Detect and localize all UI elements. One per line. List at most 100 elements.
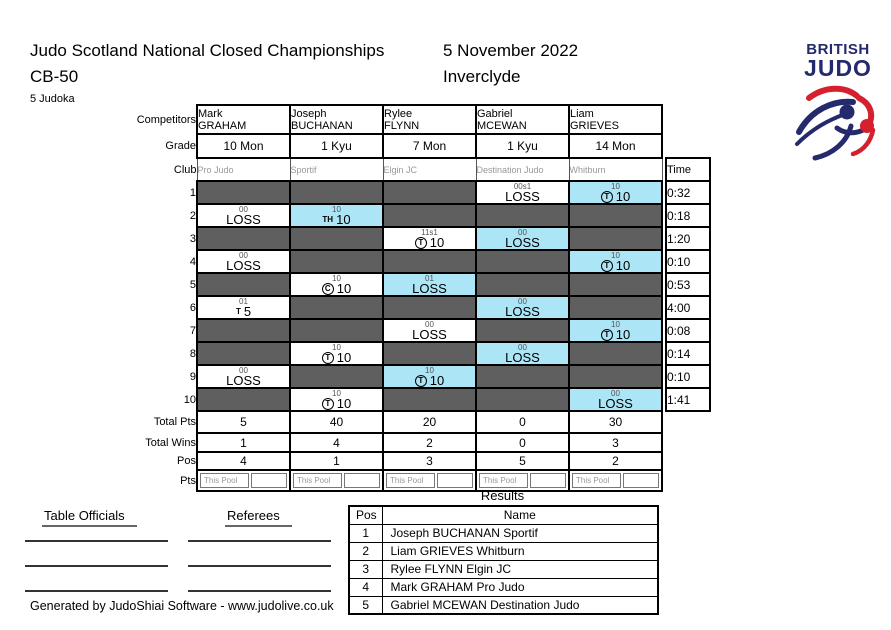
- cell-result: TH 10: [292, 213, 381, 225]
- total-wins-cell: 3: [568, 432, 663, 453]
- signature-line: [188, 590, 331, 592]
- match-cell: 00 LOSS: [475, 226, 570, 251]
- technique-symbol: T: [600, 329, 613, 340]
- scoreboard-score: [478, 367, 567, 375]
- scoreboard-score: 11s1: [421, 228, 438, 237]
- results-row: 2 Liam GRIEVES Whitburn: [348, 541, 659, 561]
- scoreboard-score: 01: [425, 274, 434, 283]
- scoreboard-score: 10: [611, 251, 620, 260]
- match-cell: 01 T 5: [196, 295, 291, 320]
- pts-value-box: [530, 473, 566, 488]
- technique-symbol: C: [321, 283, 334, 294]
- match-cell: [289, 226, 384, 251]
- signature-line: [25, 590, 168, 592]
- total-pts-cell: 30: [568, 410, 663, 434]
- technique-symbol: T: [321, 398, 334, 409]
- signature-line: [25, 565, 168, 567]
- position-cell: 2: [568, 451, 663, 471]
- results-title: Results: [480, 488, 525, 503]
- match-number: 6: [189, 301, 196, 314]
- row-label-pos: Pos: [177, 455, 196, 467]
- results-name: Mark GRAHAM Pro Judo: [381, 577, 659, 597]
- scoreboard-score: 00: [518, 297, 527, 306]
- total-pts-row: Total Pts 5 40 20 0 30: [130, 410, 710, 434]
- total-wins-cell: 2: [382, 432, 477, 453]
- competitor-name-cell: Joseph BUCHANAN: [289, 104, 384, 135]
- pts-cell: This Pool: [289, 469, 384, 492]
- generator-credit: Generated by JudoShiai Software - www.ju…: [30, 599, 334, 613]
- results-row: 5 Gabriel MCEWAN Destination Judo: [348, 595, 659, 615]
- signature-line: [25, 540, 168, 542]
- scoreboard-score: [292, 229, 381, 237]
- competitor-name-cell: Mark GRAHAM: [196, 104, 291, 135]
- scoreboard-score: [385, 390, 474, 398]
- competitor-name-cell: Gabriel MCEWAN: [475, 104, 570, 135]
- match-time: 0:10: [665, 249, 711, 274]
- scoreboard-score: 00s1: [513, 182, 532, 191]
- this-pool-box: This Pool: [386, 473, 435, 488]
- table-officials-heading: Table Officials: [42, 508, 137, 527]
- competitor-last-name: GRAHAM: [198, 119, 247, 132]
- grade-cell: 7 Mon: [382, 133, 477, 159]
- cell-result: T 10: [571, 328, 660, 340]
- cell-result: [478, 329, 567, 340]
- technique-symbol: T: [414, 237, 427, 248]
- competitor-last-name: BUCHANAN: [291, 119, 353, 132]
- match-cell: 10 C 10: [289, 272, 384, 297]
- match-number: 3: [189, 232, 196, 245]
- match-time: 1:20: [665, 226, 711, 251]
- cell-result: [571, 283, 660, 294]
- total-wins-cell: 4: [289, 432, 384, 453]
- results-name: Gabriel MCEWAN Destination Judo: [381, 595, 659, 615]
- scoreboard-score: [571, 298, 660, 306]
- club-cell: Sportif: [289, 157, 384, 182]
- cell-result: [199, 398, 288, 409]
- match-cell: [382, 203, 477, 228]
- match-cell: [475, 387, 570, 412]
- match-cell: [568, 226, 663, 251]
- match-cell: 10 T 10: [568, 318, 663, 343]
- scoreboard-score: [199, 344, 288, 352]
- match-row: 2 00 LOSS 10 TH 10 0:18: [130, 203, 711, 228]
- match-cell: 01 LOSS: [382, 272, 477, 297]
- result-points: 10: [336, 396, 352, 411]
- cell-result: LOSS: [571, 397, 660, 409]
- match-cell: [475, 249, 570, 274]
- cell-result: [199, 329, 288, 340]
- scoreboard-score: [478, 252, 567, 260]
- cell-result: T 10: [571, 259, 660, 271]
- match-time: 0:53: [665, 272, 711, 297]
- scoreboard-score: [478, 390, 567, 398]
- scoreboard-score: 10: [332, 205, 341, 214]
- this-pool-box: This Pool: [293, 473, 342, 488]
- results-pos: 5: [348, 595, 383, 615]
- total-wins-row: Total Wins 1 4 2 0 3: [130, 432, 710, 453]
- cell-result: [292, 260, 381, 271]
- scoreboard-score: [199, 275, 288, 283]
- scoreboard-score: 10: [332, 389, 341, 398]
- match-row: 9 00 LOSS 10 T 10 0:10: [130, 364, 711, 389]
- match-cell: [382, 295, 477, 320]
- scoreboard-score: 10: [332, 274, 341, 283]
- competitor-first-name: Joseph: [291, 107, 327, 120]
- scoreboard-score: [292, 367, 381, 375]
- scoreboard-score: 10: [332, 343, 341, 352]
- position-cell: 1: [289, 451, 384, 471]
- scoreboard-score: [478, 275, 567, 283]
- cell-result: [385, 352, 474, 363]
- technique-symbol: T: [600, 260, 613, 271]
- event-title-block: Judo Scotland National Closed Championsh…: [30, 38, 384, 90]
- judoka-count: 5 Judoka: [30, 93, 75, 105]
- club-cell: Elgin JC: [382, 157, 477, 182]
- technique-symbol: T: [235, 307, 241, 316]
- pts-cell: This Pool: [382, 469, 477, 492]
- match-cell: [382, 341, 477, 366]
- competitor-last-name: FLYNN: [384, 119, 420, 132]
- match-cell: 10 T 10: [289, 387, 384, 412]
- signature-line: [188, 565, 331, 567]
- row-label-grade: Grade: [165, 140, 196, 152]
- cell-result: [385, 191, 474, 202]
- competitor-first-name: Rylee: [384, 107, 413, 120]
- british-judo-logo: BRITISH JUDO: [795, 41, 876, 161]
- logo-text-british: BRITISH: [806, 41, 870, 58]
